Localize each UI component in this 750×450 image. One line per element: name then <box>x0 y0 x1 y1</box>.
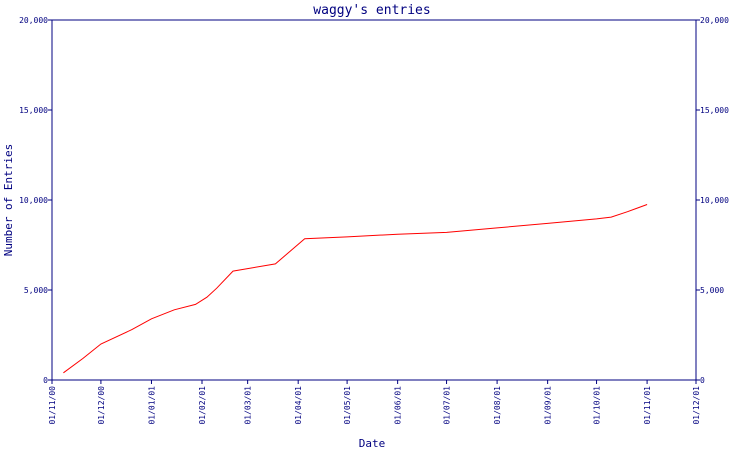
x-tick-label: 01/09/01 <box>544 386 553 425</box>
x-tick-label: 01/07/01 <box>443 386 452 425</box>
y-tick-label-left: 0 <box>43 376 48 385</box>
x-tick-label: 01/11/00 <box>48 386 57 425</box>
y-axis-right: 0 5,000 10,000 15,000 20,000 <box>696 16 729 385</box>
x-tick-label: 01/12/01 <box>692 386 701 425</box>
series-line <box>63 204 648 374</box>
x-tick-label: 01/12/00 <box>97 386 106 425</box>
y-tick-label-left: 20,000 <box>19 16 48 25</box>
y-tick-label-left: 5,000 <box>24 286 48 295</box>
x-tick-label: 01/11/01 <box>643 386 652 425</box>
x-tick-label: 01/03/01 <box>244 386 253 425</box>
x-tick-label: 01/01/01 <box>147 386 156 425</box>
y-axis-left: 0 5,000 10,000 15,000 20,000 <box>19 16 52 385</box>
y-tick-label-left: 10,000 <box>19 196 48 205</box>
y-tick-label-right: 20,000 <box>700 16 729 25</box>
y-axis-label: Number of Entries <box>2 144 15 257</box>
x-tick-label: 01/08/01 <box>493 386 502 425</box>
x-axis-label: Date <box>359 437 386 450</box>
y-tick-label-right: 10,000 <box>700 196 729 205</box>
x-tick-label: 01/02/01 <box>198 386 207 425</box>
y-tick-label-right: 0 <box>700 376 705 385</box>
x-axis: 01/11/00 01/12/00 01/01/01 01/02/01 01/03/01… <box>48 380 701 425</box>
y-tick-label-left: 15,000 <box>19 106 48 115</box>
x-tick-label: 01/10/01 <box>593 386 602 425</box>
chart-title: waggy's entries <box>313 3 430 18</box>
x-tick-label: 01/06/01 <box>394 386 403 425</box>
series-group <box>63 204 648 374</box>
y-tick-label-right: 15,000 <box>700 106 729 115</box>
y-tick-label-right: 5,000 <box>700 286 724 295</box>
plot-frame <box>51 19 697 381</box>
x-tick-label: 01/05/01 <box>343 386 352 425</box>
x-tick-label: 01/04/01 <box>294 386 303 425</box>
